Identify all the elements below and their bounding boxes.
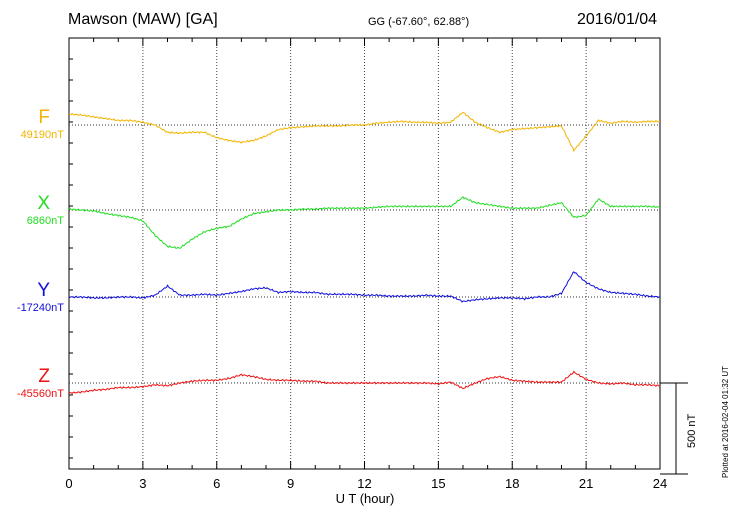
x-axis-label: U T (hour): [335, 491, 395, 506]
channel-baseline-value: 49190nT: [20, 129, 64, 141]
x-tick-label: 15: [431, 476, 445, 491]
x-tick-label: 3: [139, 476, 146, 491]
plot-grid: [69, 38, 660, 469]
station-coordinates: GG (-67.60°, 62.88°): [368, 16, 470, 28]
x-tick-label: 0: [65, 476, 72, 491]
channel-symbol: Z: [38, 366, 50, 387]
channel-label-y: Y -17240nT: [0, 281, 64, 315]
series-line-x: [68, 196, 661, 249]
channel-symbol: Y: [37, 280, 50, 301]
plot-frame: [68, 37, 688, 475]
series-line-y: [68, 271, 661, 303]
scale-bar-label: 500 nT: [686, 413, 698, 448]
series-line-z: [68, 370, 661, 395]
channel-baseline-value: -45560nT: [16, 388, 64, 400]
plot-ticks: 0 3 6 9 12 15 18 21 24: [65, 38, 667, 491]
x-tick-label: 12: [357, 476, 371, 491]
channel-symbol: X: [37, 193, 50, 214]
channel-label-f: F 49190nT: [0, 108, 64, 142]
plotted-timestamp: Plotted at 2016-02-04 01:32 UT: [721, 365, 730, 478]
station-title: Mawson (MAW) [GA]: [68, 11, 218, 28]
plot-series: [68, 111, 661, 395]
x-tick-label: 21: [579, 476, 593, 491]
channel-label-x: X 6860nT: [0, 194, 64, 228]
x-tick-label: 9: [287, 476, 294, 491]
plot-date: 2016/01/04: [577, 11, 658, 28]
x-tick-label: 24: [653, 476, 667, 491]
channel-label-z: Z -45560nT: [0, 367, 64, 401]
channel-symbol: F: [38, 107, 50, 128]
channel-baseline-value: 6860nT: [26, 215, 64, 227]
x-tick-label: 6: [213, 476, 220, 491]
channel-baseline-value: -17240nT: [16, 302, 64, 314]
series-line-f: [68, 111, 661, 153]
x-tick-label: 18: [505, 476, 519, 491]
